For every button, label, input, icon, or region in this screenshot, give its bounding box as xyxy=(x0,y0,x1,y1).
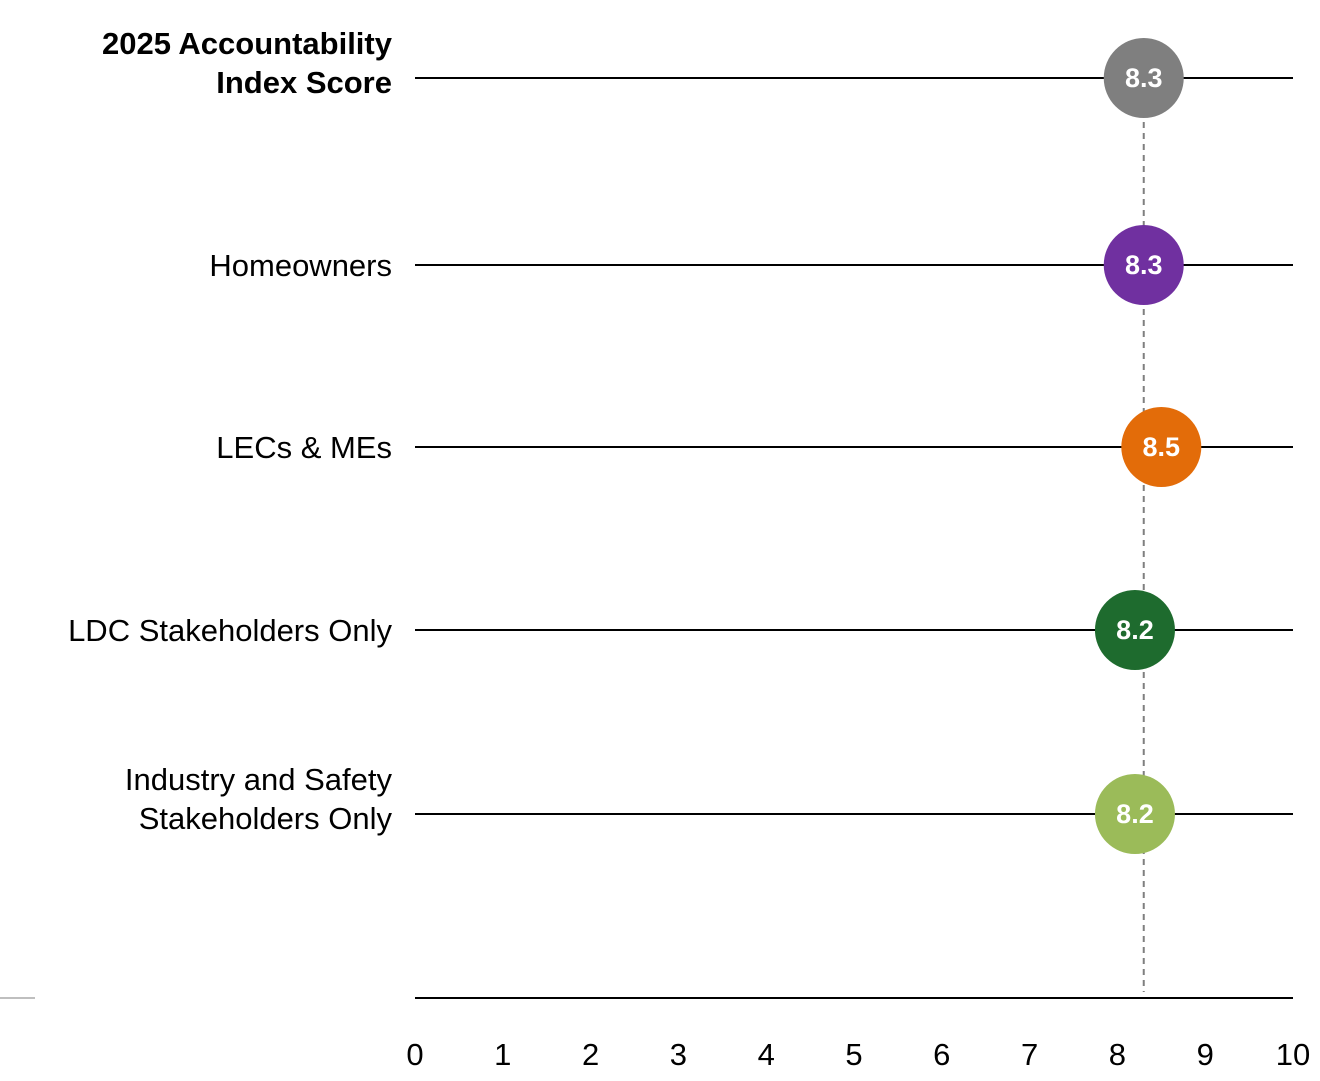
x-tick-label: 5 xyxy=(845,1037,862,1072)
x-tick-label: 4 xyxy=(758,1037,775,1072)
value-label: 8.3 xyxy=(1125,63,1163,93)
category-label: LECs & MEs xyxy=(216,430,392,465)
dot xyxy=(1094,774,1175,854)
category-label: 2025 Accountability Index Score xyxy=(101,26,392,100)
dot xyxy=(1121,407,1202,487)
x-tick-label: 3 xyxy=(670,1037,687,1072)
value-label: 8.2 xyxy=(1116,615,1154,645)
value-label: 8.2 xyxy=(1116,799,1154,829)
category-label: LDC Stakeholders Only xyxy=(68,613,392,648)
x-tick-label: 7 xyxy=(1021,1037,1038,1072)
x-tick-label: 1 xyxy=(494,1037,511,1072)
x-tick-label: 2 xyxy=(582,1037,599,1072)
x-tick-label: 9 xyxy=(1197,1037,1214,1072)
value-label: 8.5 xyxy=(1143,432,1181,462)
dot xyxy=(1103,38,1184,118)
dot xyxy=(1103,225,1184,305)
category-label: Homeowners xyxy=(209,248,392,283)
category-label: Industry and Safety Stakeholders Only xyxy=(124,762,392,836)
value-label: 8.3 xyxy=(1125,250,1163,280)
x-tick-label: 10 xyxy=(1276,1037,1310,1072)
x-tick-label: 0 xyxy=(406,1037,423,1072)
x-tick-label: 8 xyxy=(1109,1037,1126,1072)
dot xyxy=(1094,590,1175,670)
x-tick-label: 6 xyxy=(933,1037,950,1072)
